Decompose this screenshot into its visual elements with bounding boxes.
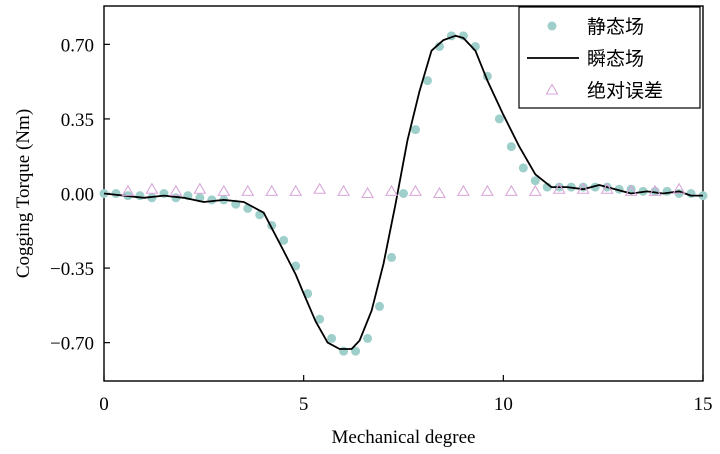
legend-label: 静态场 (587, 16, 644, 38)
legend-label: 瞬态场 (587, 48, 644, 70)
data-point-static (135, 191, 145, 201)
y-tick-label: −0.35 (50, 259, 94, 280)
data-point-static (410, 125, 420, 135)
data-point-error (193, 182, 207, 194)
data-point-error (600, 182, 614, 194)
data-point-error (409, 184, 422, 196)
data-point-error (361, 186, 375, 199)
data-point-error (624, 184, 638, 196)
x-tick-label: 5 (299, 394, 309, 415)
y-axis-title: Cogging Torque (Nm) (13, 109, 34, 278)
x-tick-label: 15 (694, 394, 713, 415)
data-point-error (576, 182, 590, 194)
data-point-static (626, 184, 636, 194)
data-point-error (480, 184, 494, 196)
data-point-error (241, 184, 255, 196)
data-point-error (528, 184, 542, 196)
data-point-error (313, 182, 327, 194)
data-point-static (315, 314, 325, 324)
y-tick-label: 0.00 (61, 185, 94, 206)
data-point-static (494, 114, 504, 124)
data-point-error (169, 184, 183, 196)
data-point-error (432, 186, 446, 199)
legend-marker-triangle (545, 83, 559, 95)
data-point-static (339, 346, 349, 356)
data-point-error (145, 182, 159, 194)
data-point-error (385, 184, 398, 196)
data-point-error (552, 182, 566, 194)
x-tick-label: 0 (99, 394, 109, 415)
x-tick-label: 10 (494, 394, 513, 415)
data-point-static (111, 189, 121, 198)
data-point-static (279, 235, 289, 245)
data-point-static (399, 189, 408, 198)
data-layer (99, 31, 708, 356)
data-point-error (289, 184, 303, 196)
y-tick-label: 0.35 (61, 110, 94, 131)
x-axis-title: Mechanical degree (332, 427, 476, 448)
data-point-static (686, 189, 696, 198)
data-point-error (456, 184, 470, 196)
data-point-static (506, 142, 516, 152)
y-tick-label: 0.70 (61, 35, 94, 56)
data-point-error (121, 184, 135, 196)
y-tick-label: −0.70 (50, 334, 94, 355)
axes-layer: 0 5 10 15 0.70 0.35 0.00 −0.35 −0.70 (50, 5, 713, 415)
data-point-static (387, 252, 397, 262)
data-point-static (518, 163, 528, 173)
data-point-static (363, 333, 373, 343)
data-point-static (375, 301, 385, 311)
data-point-static (207, 195, 217, 205)
data-point-static (422, 76, 432, 86)
data-point-error (504, 184, 518, 196)
data-point-error (648, 184, 662, 196)
data-point-error (265, 184, 279, 196)
data-point-static (434, 41, 444, 51)
data-point-static (530, 176, 540, 186)
data-point-error (217, 184, 231, 196)
series-line-transient (103, 34, 703, 350)
legend-marker-circle (547, 21, 557, 31)
data-point-error (337, 184, 351, 196)
data-point-static (662, 186, 672, 196)
legend-label: 绝对误差 (587, 80, 663, 102)
data-point-static (327, 333, 337, 343)
data-point-error (672, 182, 686, 194)
data-point-static (351, 346, 361, 356)
